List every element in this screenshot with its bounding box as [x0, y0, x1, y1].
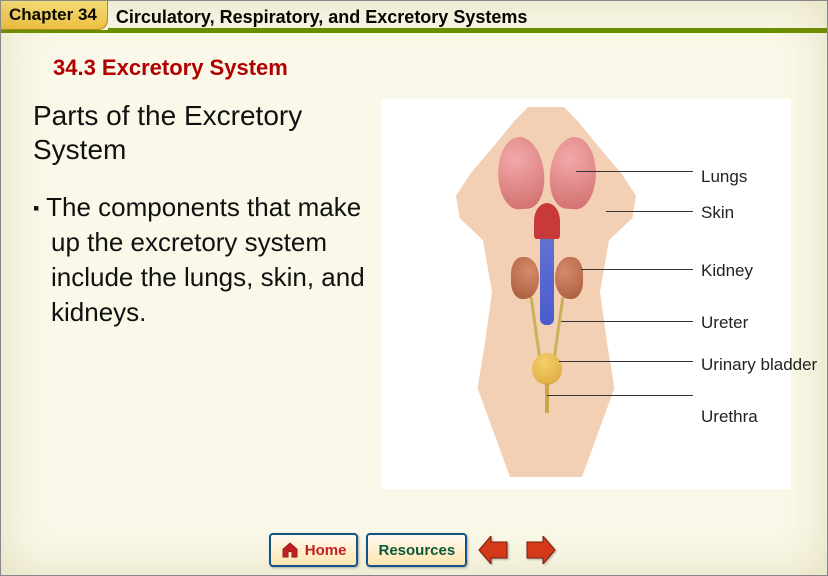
arrow-left-icon [477, 536, 511, 564]
resources-label: Resources [378, 542, 455, 559]
label-skin: Skin [701, 203, 734, 223]
bullet-marker: ▪ [33, 198, 39, 218]
label-urethra: Urethra [701, 407, 758, 427]
home-label: Home [305, 542, 347, 559]
chapter-badge: Chapter 34 [1, 1, 108, 30]
section-number: 34.3 Excretory System [53, 55, 827, 81]
chapter-title: Circulatory, Respiratory, and Excretory … [108, 1, 827, 30]
label-ureter: Ureter [701, 313, 748, 333]
home-button[interactable]: Home [269, 533, 359, 567]
arrow-right-icon [523, 536, 557, 564]
aorta [534, 203, 560, 239]
bullet-text: The components that make up the excretor… [46, 192, 365, 327]
subtitle: Parts of the Excretory System [23, 99, 373, 166]
bladder [532, 353, 562, 385]
slide: Chapter 34 Circulatory, Respiratory, and… [0, 0, 828, 576]
kidney-left [511, 257, 539, 299]
content-area: Parts of the Excretory System ▪ The comp… [1, 81, 827, 489]
anatomy-figure: LungsSkinKidneyUreterUrinary bladderUret… [381, 99, 791, 489]
header-bar: Chapter 34 Circulatory, Respiratory, and… [1, 1, 827, 33]
label-bladder: Urinary bladder [701, 355, 817, 375]
leader-bladder [559, 361, 693, 362]
label-lungs: Lungs [701, 167, 747, 187]
kidney-right [555, 257, 583, 299]
resources-button[interactable]: Resources [366, 533, 467, 567]
prev-button[interactable] [475, 533, 513, 567]
leader-urethra [547, 395, 693, 396]
urethra [545, 383, 549, 413]
chapter-title-text: Circulatory, Respiratory, and Excretory … [116, 7, 528, 28]
bullet-item: ▪ The components that make up the excret… [23, 190, 373, 330]
leader-lungs [576, 171, 693, 172]
footer-nav: Home Resources [1, 525, 827, 575]
home-icon [281, 541, 299, 559]
torso [456, 107, 636, 477]
next-button[interactable] [521, 533, 559, 567]
label-kidney: Kidney [701, 261, 753, 281]
leader-skin [606, 211, 693, 212]
chapter-badge-text: Chapter 34 [9, 5, 97, 25]
leader-ureter [561, 321, 693, 322]
text-column: Parts of the Excretory System ▪ The comp… [23, 99, 373, 489]
leader-kidney [581, 269, 693, 270]
